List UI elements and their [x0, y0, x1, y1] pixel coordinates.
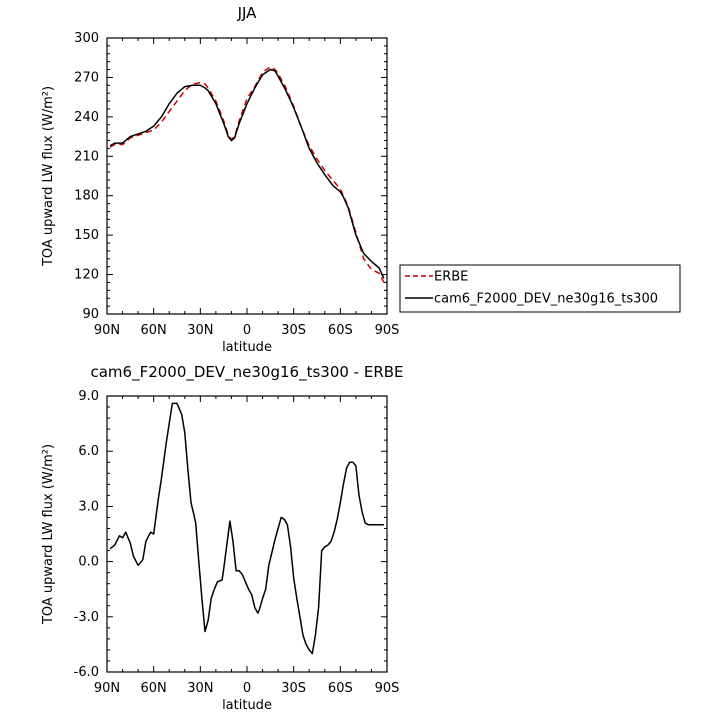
x-tick-label: 60S [328, 681, 353, 696]
x-tick-label: 90S [375, 681, 400, 696]
y-tick-label: 120 [74, 268, 99, 283]
legend-box [399, 264, 681, 313]
series-line-0-0 [109, 66, 385, 283]
y-tick-label: 300 [74, 31, 99, 46]
x-tick-label: 60N [141, 323, 167, 338]
legend-entry-model: cam6_F2000_DEV_ne30g16_ts300 [434, 292, 658, 307]
bottom-panel: cam6_F2000_DEV_ne30g16_ts300 - ERBE 90N 6… [41, 363, 404, 713]
top-panel: JJA 90N 60N 30N 0 30S 60S 90S 90 120 150 180 210 240… [41, 4, 399, 355]
x-tick-label: 90N [94, 323, 120, 338]
legend: ERBE cam6_F2000_DEV_ne30g16_ts300 [399, 264, 681, 313]
legend-entry-erbe: ERBE [434, 270, 468, 285]
y-tick-label: 210 [74, 149, 99, 164]
top-plot-frame [106, 37, 388, 315]
y-tick-label: 240 [74, 110, 99, 125]
top-x-axis-label: latitude [222, 340, 272, 355]
x-tick-label: 60N [141, 681, 167, 696]
bottom-chart-title: cam6_F2000_DEV_ne30g16_ts300 - ERBE [90, 363, 403, 382]
x-tick-label: 30S [281, 681, 306, 696]
x-tick-label: 0 [243, 323, 251, 338]
x-tick-label: 30N [187, 323, 213, 338]
x-tick-label: 90N [94, 681, 120, 696]
top-chart-title: JJA [237, 4, 258, 22]
y-tick-label: -6.0 [74, 665, 99, 680]
top-series-group [109, 66, 385, 283]
x-tick-label: 60S [328, 323, 353, 338]
top-y-axis-label: TOA upward LW flux (W/m²) [41, 86, 56, 267]
y-tick-label: 180 [74, 189, 99, 204]
x-tick-label: 30S [281, 323, 306, 338]
top-axis-ticks: 90N 60N 30N 0 30S 60S 90S 90 120 150 180 210 240 270 3… [74, 31, 399, 338]
y-tick-label: 90 [82, 307, 99, 322]
bottom-x-axis-label: latitude [222, 698, 272, 713]
y-tick-label: 150 [74, 228, 99, 243]
y-tick-label: 3.0 [78, 499, 99, 514]
x-tick-label: 30N [187, 681, 213, 696]
bottom-axis-ticks: 90N 60N 30N 0 30S 60S 90S -6.0 -3.0 0.0 3.0 6.0 9.0 [74, 389, 400, 696]
y-tick-label: -3.0 [74, 610, 99, 625]
y-tick-label: 6.0 [78, 444, 99, 459]
x-tick-label: 90S [375, 323, 400, 338]
y-tick-label: 9.0 [78, 389, 99, 404]
y-tick-label: 270 [74, 70, 99, 85]
x-tick-label: 0 [243, 681, 251, 696]
y-tick-label: 0.0 [78, 555, 99, 570]
bottom-series-group [109, 402, 384, 655]
series-line-0-1 [109, 68, 385, 279]
bottom-y-axis-label: TOA upward LW flux (W/m²) [41, 444, 56, 625]
series-line-1-0 [109, 402, 384, 655]
